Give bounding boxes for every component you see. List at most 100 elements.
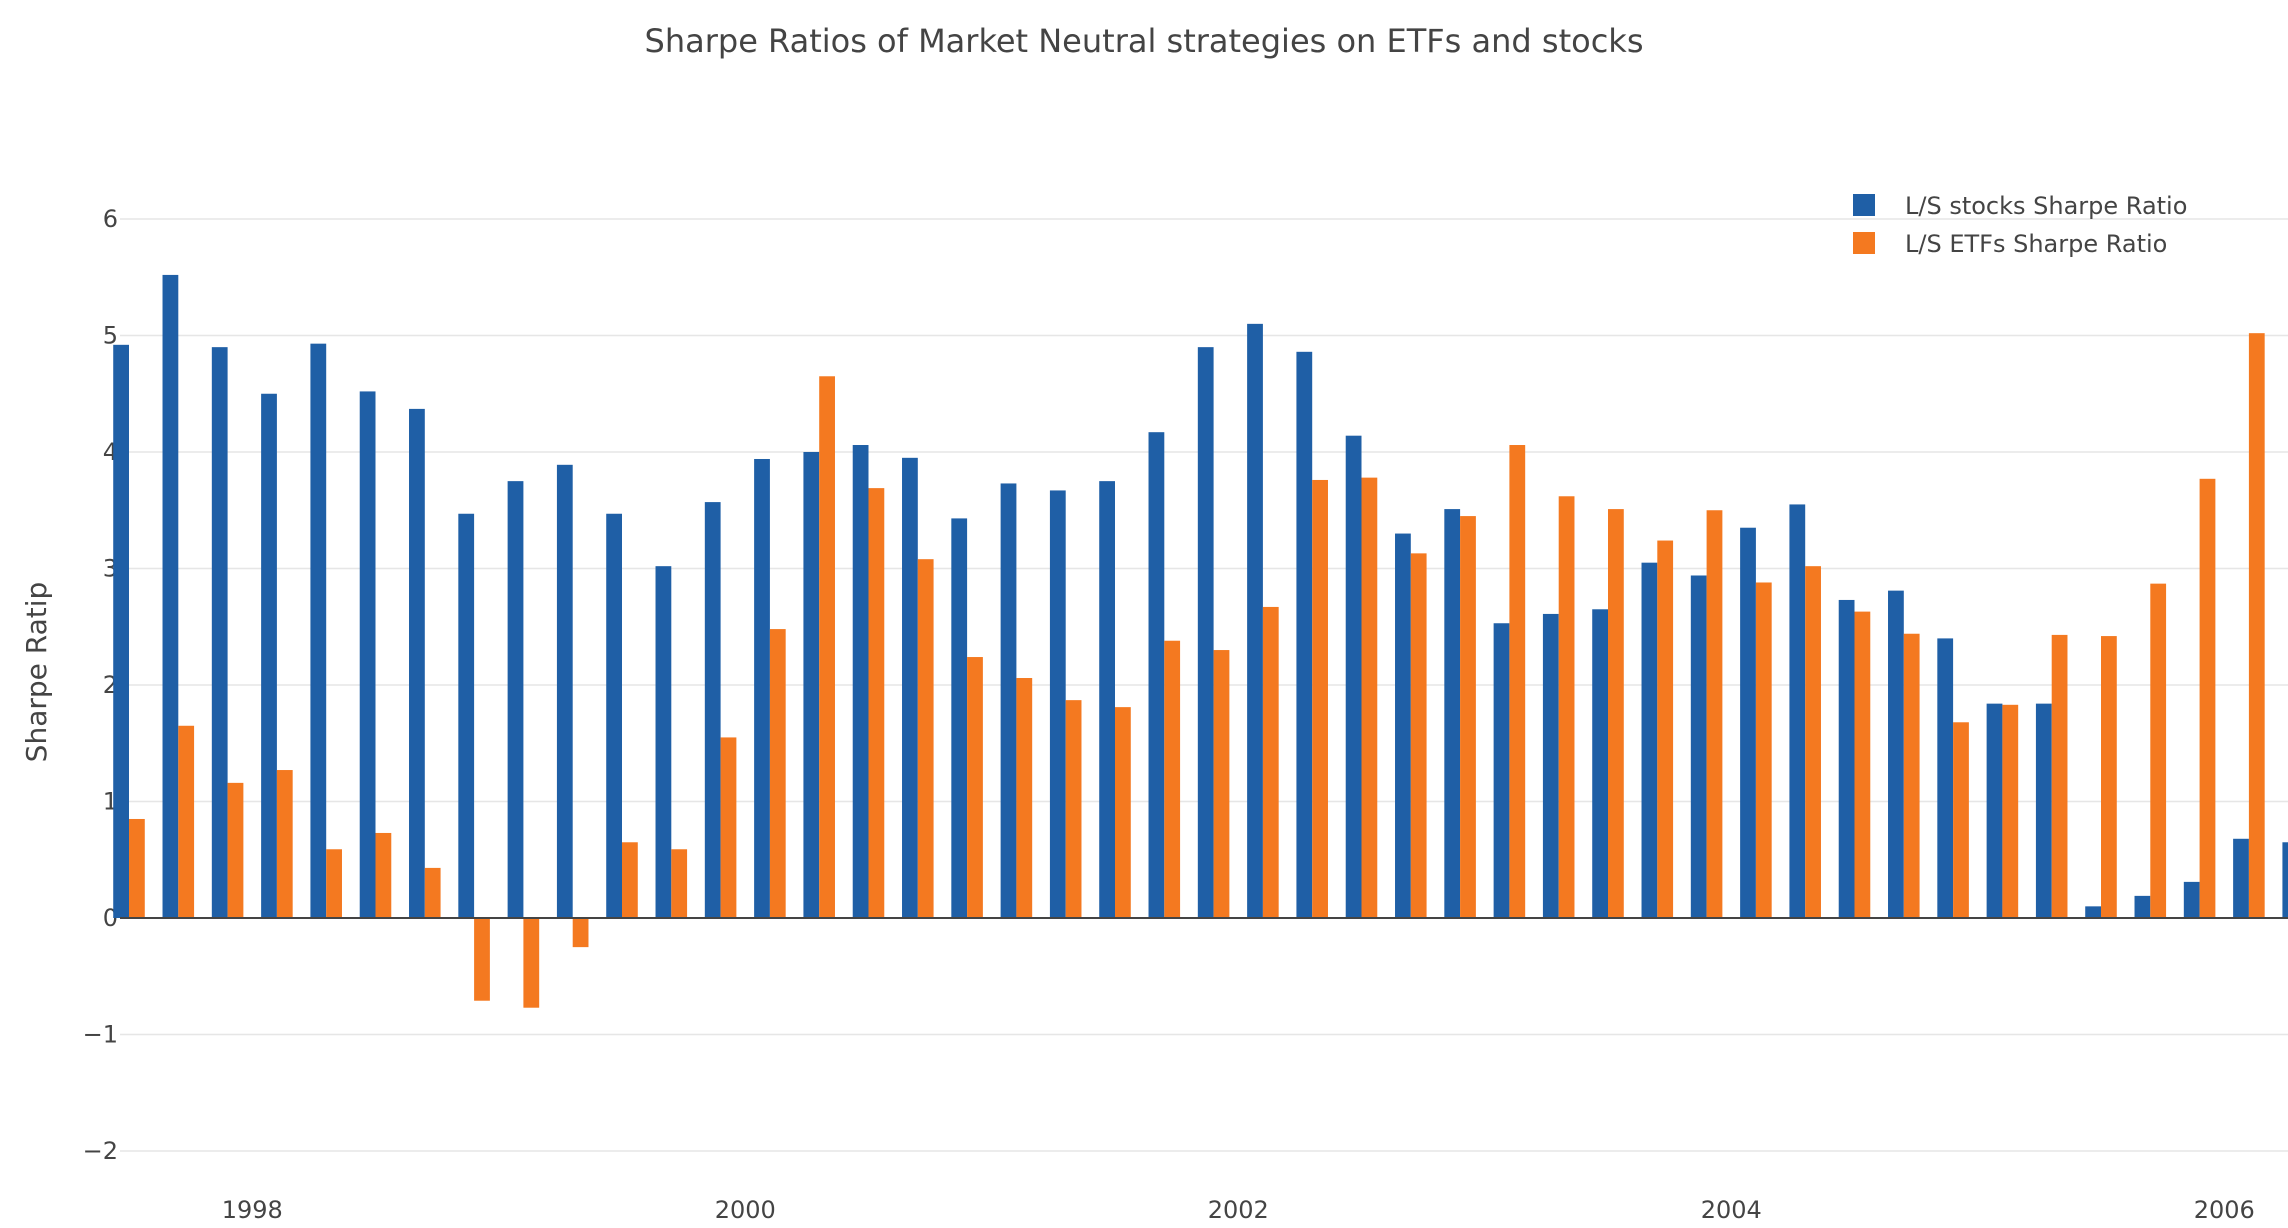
bar-etfs (474, 918, 490, 1001)
bar-stocks (1247, 323, 1263, 919)
legend-label-etfs: L/S ETFs Sharpe Ratio (1905, 230, 2167, 258)
bar-etfs (2051, 634, 2068, 918)
bar-stocks (704, 502, 721, 918)
bar-etfs (1854, 611, 1871, 918)
bar-stocks (902, 457, 918, 918)
bar-stocks (1789, 504, 1806, 918)
bar-etfs (967, 657, 983, 918)
bar-stocks (2085, 906, 2101, 918)
bar-stocks (1395, 533, 1411, 918)
bar-etfs (129, 818, 145, 918)
x-tick-label: 2000 (715, 1196, 776, 1224)
bar-etfs (1558, 496, 1575, 918)
bar-etfs (178, 725, 195, 918)
legend-swatch-etfs (1853, 232, 1875, 254)
bar-etfs (1608, 509, 1624, 918)
bar-stocks (2233, 838, 2249, 918)
y-axis-title: Sharpe Ratip (20, 582, 53, 763)
bar-stocks (1641, 562, 1658, 918)
bar-etfs (1410, 553, 1427, 918)
bar-etfs (276, 770, 293, 918)
bar-etfs (1953, 722, 1969, 918)
bar-etfs (1312, 479, 1328, 918)
bar-etfs (1115, 707, 1131, 918)
bar-stocks (1148, 432, 1165, 918)
bar-stocks (2183, 881, 2200, 918)
bar-stocks (1000, 483, 1017, 918)
bar-etfs (1065, 700, 1082, 918)
bar-stocks (1444, 509, 1461, 918)
y-tick-label: −2 (83, 1137, 118, 1165)
bar-stocks (655, 566, 672, 918)
bar-etfs (2248, 333, 2265, 918)
bar-etfs (819, 376, 835, 918)
y-tick-label: 6 (103, 205, 118, 233)
bar-stocks (458, 513, 475, 918)
bar-stocks (1542, 613, 1559, 918)
bar-etfs (424, 867, 441, 918)
bar-stocks (1296, 351, 1313, 918)
bar-etfs (1657, 540, 1674, 918)
bar-stocks (803, 452, 820, 918)
bar-stocks (261, 393, 277, 918)
legend-label-stocks: L/S stocks Sharpe Ratio (1905, 192, 2187, 220)
bar-etfs (720, 737, 737, 918)
bar-stocks (1986, 703, 2003, 918)
bar-stocks (113, 344, 129, 918)
bar-stocks (211, 347, 228, 918)
bar-etfs (1460, 516, 1476, 918)
bar-etfs (1755, 582, 1772, 918)
legend-swatch-stocks (1853, 194, 1875, 216)
bars (113, 274, 2288, 1008)
bar-stocks (1099, 481, 1115, 919)
bar-etfs (2101, 636, 2117, 918)
bar-stocks (1592, 609, 1608, 918)
bar-stocks (754, 458, 770, 918)
bar-etfs (1509, 445, 1526, 918)
x-tick-label: 2004 (1701, 1196, 1762, 1224)
bar-etfs (2150, 583, 2167, 918)
bar-etfs (1016, 678, 1033, 918)
bar-stocks (1838, 599, 1855, 918)
bar-stocks (606, 513, 622, 918)
bar-etfs (868, 488, 885, 918)
bar-etfs (375, 832, 392, 918)
bar-etfs (769, 629, 786, 918)
bar-stocks (2282, 842, 2288, 918)
bar-etfs (917, 559, 934, 918)
x-axis-ticks: 199820002002200420062008201020122014 (222, 1196, 2255, 1224)
bar-etfs (326, 849, 342, 918)
bar-stocks (310, 343, 327, 918)
bar-etfs (1164, 640, 1181, 918)
bar-etfs (671, 849, 688, 918)
bar-stocks (1345, 435, 1362, 918)
bar-etfs (1805, 566, 1821, 918)
bar-etfs (1361, 477, 1378, 918)
bar-etfs (227, 782, 244, 918)
bar-etfs (2199, 478, 2216, 918)
bar-stocks (852, 445, 869, 918)
bar-stocks (1937, 638, 1954, 918)
x-tick-label: 2002 (1208, 1196, 1269, 1224)
bar-etfs (622, 842, 638, 918)
bar-etfs (2002, 704, 2019, 918)
bar-stocks (2035, 703, 2052, 918)
legend[interactable]: L/S stocks Sharpe Ratio L/S ETFs Sharpe … (1853, 192, 2187, 258)
bar-stocks (1197, 347, 1214, 918)
bar-etfs (1706, 510, 1723, 918)
bar-stocks (2134, 895, 2151, 918)
bar-etfs (523, 918, 540, 1008)
y-tick-label: 5 (103, 322, 118, 350)
bar-stocks (1690, 575, 1707, 918)
bar-stocks (1888, 590, 1904, 918)
bar-stocks (507, 481, 524, 919)
chart-title: Sharpe Ratios of Market Neutral strategi… (645, 22, 1644, 60)
bar-etfs (1262, 606, 1279, 918)
bar-stocks (359, 391, 376, 918)
bar-stocks (951, 518, 968, 918)
bar-stocks (162, 274, 179, 918)
bar-stocks (556, 464, 573, 918)
x-tick-label: 2006 (2194, 1196, 2255, 1224)
